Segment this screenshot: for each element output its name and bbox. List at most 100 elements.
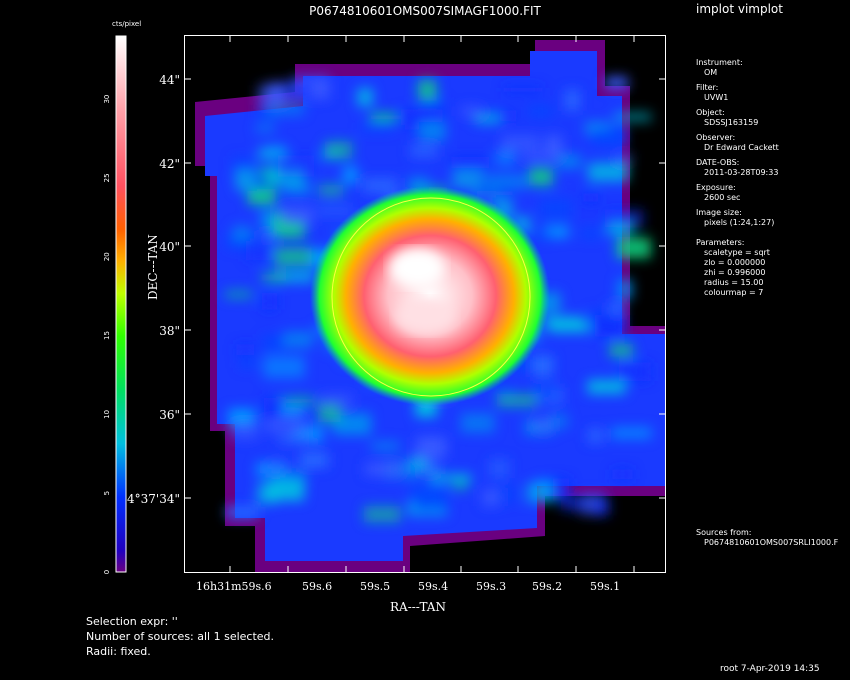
x-axis-label: RA---TAN — [390, 600, 446, 614]
noise-blob — [247, 188, 276, 205]
noise-blob — [412, 490, 448, 512]
noise-blob — [460, 413, 495, 433]
meta-value: UVW1 — [704, 93, 729, 102]
noise-blob — [277, 155, 314, 177]
param-value: radius = 15.00 — [704, 278, 764, 287]
meta-value: Dr Edward Cackett — [704, 143, 779, 152]
noise-blob — [482, 489, 499, 507]
program-title: implot vimplot — [696, 2, 783, 16]
source-region-circle[interactable] — [331, 197, 531, 397]
noise-blob — [522, 151, 557, 161]
noise-blob — [417, 80, 437, 100]
y-axis-label: DEC---TAN — [146, 234, 160, 300]
noise-blob — [564, 89, 580, 111]
y-tick-label: 44" — [159, 73, 180, 87]
noise-blob — [261, 272, 287, 283]
radii-mode: Radii: fixed. — [86, 645, 151, 658]
noise-blob — [611, 427, 652, 439]
noise-blob — [487, 109, 516, 121]
noise-blob — [274, 247, 312, 267]
meta-value: 2600 sec — [704, 193, 741, 202]
metadata-panel: Instrument: OM Filter: UVW1 Object: SDSSJ1631… — [696, 58, 846, 298]
x-tick-label: 59s.4 — [418, 580, 449, 593]
meta-value: pixels (1:24,1:27) — [704, 218, 775, 227]
noise-blob — [604, 76, 628, 90]
noise-blob — [410, 144, 438, 158]
noise-blob — [408, 484, 442, 494]
noise-blob — [321, 393, 353, 408]
selection-info: Selection expr: '' Number of sources: al… — [86, 614, 274, 659]
noise-blob — [460, 105, 483, 117]
noise-blob — [245, 238, 273, 261]
noise-blob — [265, 460, 286, 474]
x-tick-label: 59s.1 — [590, 580, 621, 593]
noise-blob — [343, 166, 358, 184]
noise-blob — [253, 173, 272, 189]
noise-blob — [226, 506, 258, 518]
colorbar-tick-label: 30 — [103, 95, 111, 104]
noise-blob — [587, 379, 626, 394]
x-tick-label: 59s.6 — [302, 580, 333, 593]
colorbar-tick-label: 0 — [103, 570, 111, 574]
noise-blob — [489, 458, 510, 479]
noise-blob — [266, 82, 286, 102]
sources-label: Sources from: — [696, 528, 752, 537]
x-tick-label: 59s.5 — [360, 580, 391, 593]
noise-blob — [239, 357, 257, 369]
noise-blob — [612, 469, 633, 480]
noise-blob — [401, 109, 443, 125]
param-value: zhi = 0.996000 — [704, 268, 766, 277]
colorbar-tick-label: 15 — [103, 331, 111, 340]
noise-blob — [561, 495, 587, 511]
noise-blob — [587, 428, 604, 443]
noise-blob — [619, 362, 651, 382]
noise-blob — [543, 226, 569, 238]
footer-timestamp: root 7-Apr-2019 14:35 — [720, 664, 820, 674]
source-emission — [310, 186, 550, 406]
selection-expr: Selection expr: '' — [86, 615, 178, 628]
noise-blob — [232, 225, 251, 241]
image-frame — [184, 35, 666, 573]
meta-value: SDSSJ163159 — [704, 118, 759, 127]
noise-blob — [363, 506, 401, 523]
noise-blob — [495, 150, 516, 166]
meta-label: Object: — [696, 108, 725, 117]
param-value: colourmap = 7 — [704, 288, 764, 297]
sky-image[interactable] — [185, 36, 665, 572]
meta-label: Filter: — [696, 83, 719, 92]
noise-blob — [416, 436, 447, 458]
x-tick-label: 16h31m59s.6 — [196, 580, 272, 593]
y-tick-label: 4°37'34" — [127, 492, 180, 506]
noise-blob — [278, 81, 314, 102]
noise-blob — [264, 418, 305, 433]
noise-blob — [281, 206, 314, 225]
meta-label: Exposure: — [696, 183, 736, 192]
noise-blob — [264, 397, 286, 419]
noise-blob — [544, 316, 584, 328]
noise-blob — [225, 290, 252, 299]
sources-value: P0674810601OMS007SRLI1000.F — [704, 538, 839, 547]
noise-blob — [604, 209, 644, 227]
noise-blob — [580, 227, 602, 239]
noise-blob — [263, 356, 305, 379]
noise-blob — [278, 435, 312, 444]
noise-blob — [591, 127, 626, 146]
noise-blob — [544, 135, 563, 155]
colorbar-title: cts/pixel — [112, 20, 142, 28]
noise-blob — [557, 154, 581, 169]
noise-blob — [530, 230, 553, 241]
noise-blob — [616, 237, 651, 259]
noise-blob — [265, 481, 305, 501]
noise-blob — [539, 198, 572, 220]
x-tick-label: 59s.3 — [476, 580, 507, 593]
noise-blob — [497, 387, 513, 399]
noise-blob — [527, 105, 553, 118]
noise-blob — [418, 121, 446, 141]
noise-blob — [371, 441, 400, 452]
noise-blob — [534, 418, 553, 432]
sources-info: Sources from: P0674810601OMS007SRLI1000.… — [696, 528, 838, 548]
params-label: Parameters: — [696, 238, 745, 247]
noise-blob — [283, 331, 313, 348]
noise-blob — [617, 279, 632, 300]
meta-label: DATE-OBS: — [696, 158, 740, 167]
